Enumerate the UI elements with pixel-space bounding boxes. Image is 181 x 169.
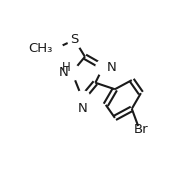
Text: N: N [77,102,87,115]
Text: N: N [58,66,68,79]
Text: Br: Br [134,123,148,136]
Text: CH₃: CH₃ [28,42,52,55]
Text: H: H [62,61,70,74]
Text: N: N [107,61,117,74]
Text: S: S [70,33,79,46]
